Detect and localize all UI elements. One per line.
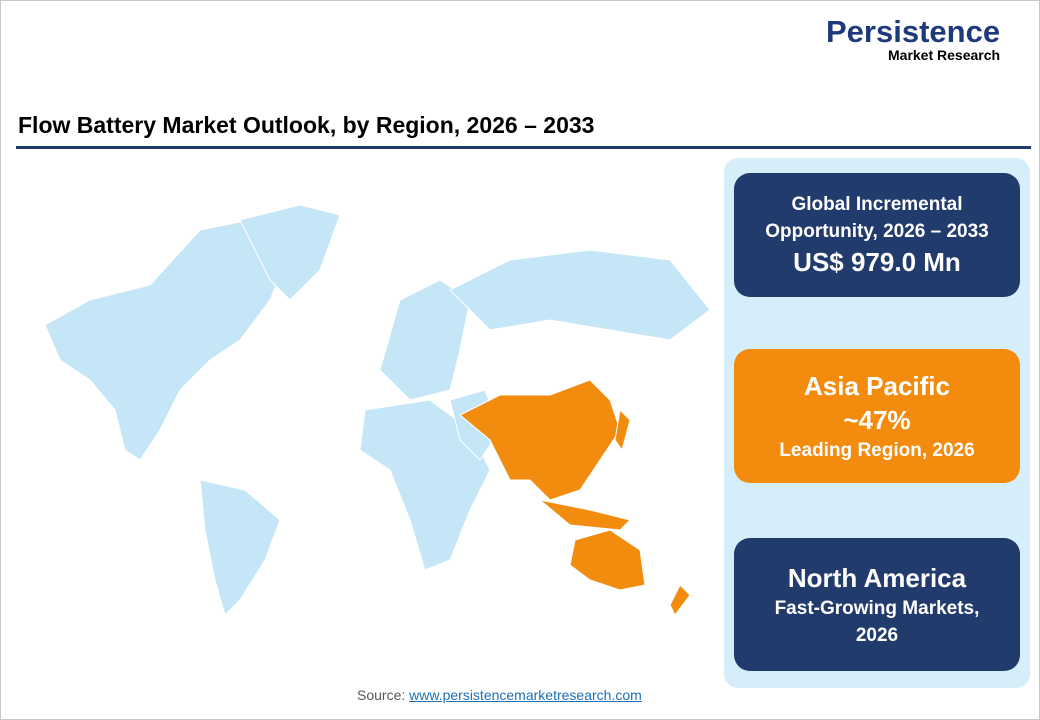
logo: Persistence Market Research bbox=[826, 14, 1001, 63]
page-title: Flow Battery Market Outlook, by Region, … bbox=[18, 112, 595, 138]
global-opportunity-card: Global Incremental Opportunity, 2026 – 2… bbox=[734, 173, 1020, 297]
asia-pacific-shape bbox=[459, 379, 621, 501]
card-caption-line1: Fast-Growing Markets, bbox=[774, 597, 980, 619]
source-link[interactable]: www.persistencemarketresearch.com bbox=[409, 687, 642, 703]
greenland-shape bbox=[239, 204, 341, 301]
source-label: Source: bbox=[357, 687, 406, 703]
card-caption-line2: 2026 bbox=[855, 624, 899, 646]
leading-region-card: Asia Pacific ~47% Leading Region, 2026 bbox=[734, 349, 1020, 483]
europe-shape bbox=[379, 279, 471, 401]
title-divider bbox=[16, 146, 1031, 149]
card-region: North America bbox=[787, 562, 967, 593]
north-america-shape bbox=[44, 219, 291, 461]
russia-shape bbox=[449, 249, 711, 341]
source-note: Source: www.persistencemarketresearch.co… bbox=[357, 687, 642, 703]
new-zealand-shape bbox=[669, 584, 691, 616]
card-label-line2: Opportunity, 2026 – 2033 bbox=[765, 221, 989, 242]
south-america-shape bbox=[199, 479, 281, 616]
card-value: US$ 979.0 Mn bbox=[793, 247, 961, 277]
card-caption: Leading Region, 2026 bbox=[779, 439, 975, 461]
australia-shape bbox=[569, 529, 646, 591]
indonesia-shape bbox=[539, 499, 631, 531]
card-region: Asia Pacific bbox=[804, 370, 950, 401]
highlights-panel: Global Incremental Opportunity, 2026 – 2… bbox=[724, 158, 1030, 688]
logo-secondary: Market Research bbox=[888, 47, 1001, 63]
card-value: ~47% bbox=[843, 404, 911, 435]
logo-primary: Persistence bbox=[826, 14, 1001, 49]
card-label-line1: Global Incremental bbox=[791, 194, 963, 215]
fast-growing-card: North America Fast-Growing Markets, 2026 bbox=[734, 538, 1020, 671]
world-map bbox=[44, 204, 711, 616]
japan-shape bbox=[614, 408, 631, 452]
